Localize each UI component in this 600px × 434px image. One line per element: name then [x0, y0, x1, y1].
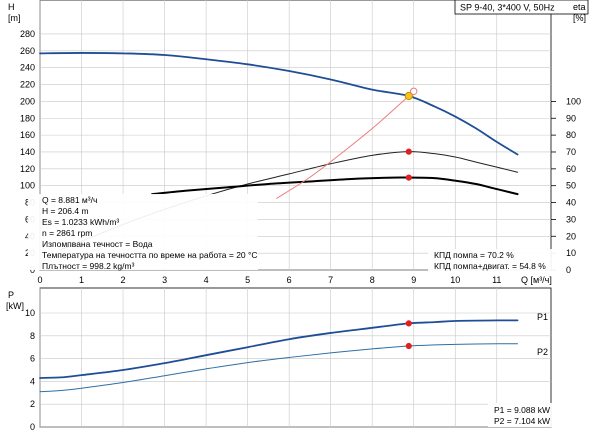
- power-point-marker: [405, 342, 412, 350]
- y2-tick-label-eta: 20: [566, 231, 576, 241]
- info-flow: Q = 8.881 м³/ч: [42, 195, 97, 205]
- eff-total-value: КПД помпа+двигат. = 54.8 %: [434, 261, 546, 271]
- y-tick-label-h: 160: [20, 130, 35, 140]
- power-point-marker: [405, 320, 412, 327]
- y2-axis-unit-eta: [%]: [573, 13, 586, 23]
- y-tick-label-h: 140: [20, 147, 35, 157]
- y-tick-label-h: 240: [20, 63, 35, 73]
- y-tick-label-h: 280: [20, 29, 35, 39]
- x-tick-label: 9: [411, 275, 416, 285]
- duty-point-marker: [405, 148, 412, 155]
- y2-tick-label-eta: 50: [566, 181, 576, 191]
- duty-point-marker: [410, 87, 418, 95]
- duty-info-box: [28, 194, 258, 270]
- title-box: [454, 0, 589, 15]
- eff-pump-value: КПД помпа = 70.2 %: [434, 250, 514, 260]
- y2-tick-label-eta: 40: [566, 198, 576, 208]
- chart-title: SP 9-40, 3*400 V, 50Hz: [460, 3, 555, 13]
- x-tick-label: 10: [450, 275, 460, 285]
- power-info-box: [488, 403, 556, 427]
- series-eta-pump-motor: [151, 176, 519, 196]
- info-liquid: Изпомпвана течност = Вода: [42, 239, 153, 249]
- y2-tick-label-eta: 10: [566, 248, 576, 258]
- y2-tick-label-eta: 100: [566, 96, 581, 106]
- y-axis-label-h: H: [8, 2, 15, 12]
- y-tick-label-h: 180: [20, 113, 35, 123]
- info-head: H = 206.4 m: [42, 206, 89, 216]
- duty-point-marker: [404, 91, 413, 101]
- bottom-plot-frame: [39, 287, 552, 428]
- y-tick-label-p: 10: [25, 308, 35, 318]
- y-tick-label-h: 200: [20, 96, 35, 106]
- y2-axis-label-eta: eta: [573, 2, 586, 12]
- duty-point-marker: [405, 174, 412, 181]
- x-tick-label: 1: [79, 275, 84, 285]
- y-tick-label-p: 0: [30, 422, 35, 432]
- y-tick-label-h: 100: [20, 181, 35, 191]
- y2-tick-label-eta: 30: [566, 214, 576, 224]
- x-tick-label: 11: [492, 275, 501, 285]
- x-tick-label: 2: [121, 275, 126, 285]
- efficiency-info-box: [428, 249, 556, 271]
- info-temperature: Температура на течността по време на раб…: [42, 250, 258, 260]
- y-tick-label-p: 6: [30, 354, 35, 364]
- series-P2: [39, 343, 519, 393]
- x-tick-label: 4: [204, 275, 209, 285]
- info-speed: n = 2861 rpm: [42, 228, 92, 238]
- y-tick-label-p: 4: [30, 376, 35, 386]
- y-axis-label-p: P: [8, 290, 14, 300]
- y2-tick-label-eta: 60: [566, 164, 576, 174]
- y-tick-label-p: 2: [30, 399, 35, 409]
- y2-tick-label-eta: 80: [566, 130, 576, 140]
- bottom-chart-tick-labels: 0 2 4 6 8 10: [25, 308, 35, 432]
- p2-value: P2 = 7.104 kW: [494, 416, 550, 426]
- series-head: [39, 52, 519, 156]
- x-tick-label: 5: [245, 275, 250, 285]
- x-tick-label: 8: [370, 275, 375, 285]
- bottom-chart-series: [39, 319, 519, 393]
- x-tick-label: 3: [162, 275, 167, 285]
- y-tick-label-h: 260: [20, 46, 35, 56]
- top-chart-series: [39, 52, 519, 251]
- x-tick-label: 6: [287, 275, 292, 285]
- y-axis-unit-p: [kW]: [6, 301, 24, 311]
- y-tick-label-h: 220: [20, 80, 35, 90]
- legend-p2: P2: [537, 347, 548, 357]
- info-energy: Es = 1.0233 kWh/m³: [42, 217, 119, 227]
- x-tick-label: 7: [328, 275, 333, 285]
- x-axis-label-q: Q [м³/ч]: [521, 275, 552, 285]
- bottom-chart-grid: [39, 287, 552, 428]
- series-P1: [39, 319, 519, 379]
- y-tick-label-p: 8: [30, 331, 35, 341]
- p1-value: P1 = 9.088 kW: [494, 405, 550, 415]
- y-axis-unit-h: [m]: [8, 13, 21, 23]
- info-density: Плътност = 998.2 kg/m³: [42, 261, 135, 271]
- y2-tick-label-eta: 70: [566, 147, 576, 157]
- x-tick-label: 0: [37, 275, 42, 285]
- y2-tick-label-eta: 0: [566, 265, 571, 275]
- y-tick-label-h: 120: [20, 164, 35, 174]
- y2-tick-label-eta: 90: [566, 113, 576, 123]
- legend-p1: P1: [537, 312, 548, 322]
